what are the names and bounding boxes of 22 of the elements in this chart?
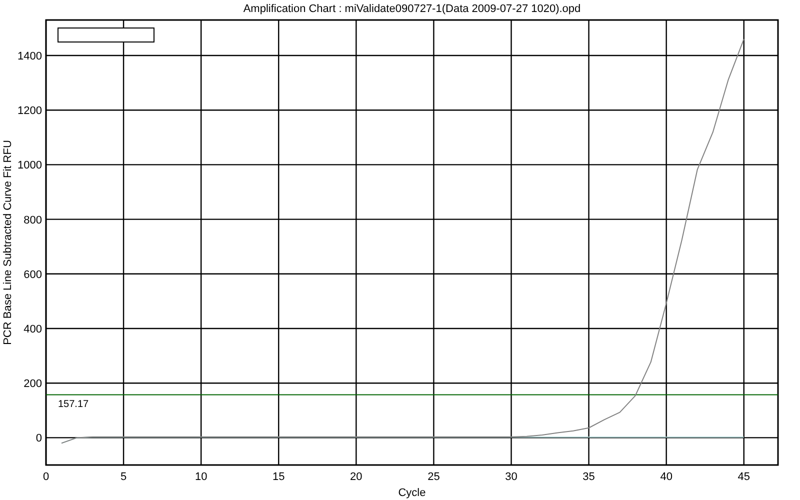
y-tick-label: 200 <box>24 378 42 390</box>
y-tick-label: 1400 <box>18 50 42 62</box>
y-tick-label: 1000 <box>18 160 42 172</box>
y-tick-label: 1200 <box>18 105 42 118</box>
y-tick-label: 400 <box>24 323 42 336</box>
x-tick-label: 20 <box>350 471 362 483</box>
x-tick-label: 15 <box>272 471 285 483</box>
x-tick-label: 0 <box>42 471 50 483</box>
chart-title: Amplification Chart : miValidate090727-1(Data 2009-07-27 1020).opd <box>243 3 581 15</box>
x-tick-label: 5 <box>120 471 127 483</box>
y-tick-label: 600 <box>24 268 42 281</box>
y-tick-label: 0 <box>36 432 42 445</box>
x-tick-label: 35 <box>582 471 595 483</box>
y-tick-label: 800 <box>24 214 42 226</box>
x-tick-label: 40 <box>660 471 672 483</box>
x-tick-label: 45 <box>738 471 750 483</box>
x-tick-label: 10 <box>194 471 208 483</box>
y-axis-title: PCR Base Line Subtracted Curve Fit RFU <box>2 140 14 345</box>
x-axis-title: Cycle <box>398 487 426 499</box>
x-tick-label: 25 <box>428 471 440 483</box>
x-tick-label: 30 <box>505 471 518 483</box>
ref-line-label: 157.17 <box>58 398 90 410</box>
